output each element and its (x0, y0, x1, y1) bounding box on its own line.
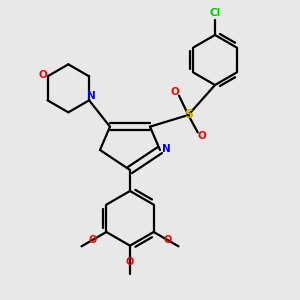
Text: O: O (164, 235, 172, 245)
Text: O: O (126, 257, 134, 267)
Text: Cl: Cl (209, 8, 220, 18)
Text: N: N (162, 144, 171, 154)
Text: O: O (88, 235, 97, 245)
Text: O: O (198, 131, 206, 141)
Text: S: S (184, 109, 193, 122)
Text: N: N (87, 91, 96, 101)
Text: O: O (38, 70, 47, 80)
Text: O: O (170, 87, 179, 97)
